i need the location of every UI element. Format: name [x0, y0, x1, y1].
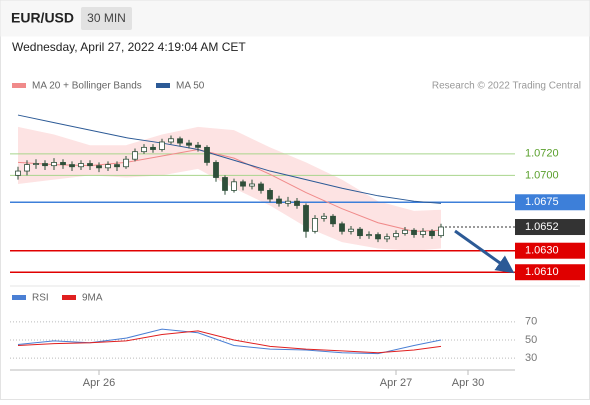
y-tick-label: 30 [525, 352, 537, 364]
forecast-arrow [454, 229, 515, 274]
candle-body [114, 164, 120, 168]
candle-body [366, 234, 372, 237]
level-box [515, 242, 585, 259]
legend-swatch [12, 295, 26, 300]
candle-body [339, 223, 345, 232]
candle-body [231, 181, 237, 191]
candle-body [177, 138, 183, 144]
candle-body [285, 200, 291, 204]
candle-body [168, 138, 174, 143]
candle-body [132, 151, 138, 160]
level-label: 1.0630 [525, 245, 559, 257]
candle-body [384, 236, 390, 240]
candle-body [213, 162, 219, 178]
level-box [515, 264, 585, 281]
x-tick-label: Apr 27 [380, 377, 412, 389]
candle-body [240, 181, 246, 187]
candle-body [33, 163, 39, 165]
level-label: 1.0675 [525, 196, 559, 208]
level-label: 1.0700 [525, 169, 559, 181]
series-line [17, 330, 442, 354]
candle-body [402, 229, 408, 234]
candle-body [204, 146, 210, 163]
candle-body [276, 198, 282, 204]
candle-body [267, 190, 273, 200]
candle-body [411, 229, 417, 235]
y-tick-label: 70 [525, 316, 537, 328]
timestamp: Wednesday, April 27, 2022 4:19:04 AM CET [12, 40, 246, 54]
candle-body [348, 228, 354, 232]
legend-label: MA 50 [176, 81, 205, 92]
legend-swatch [62, 295, 76, 300]
level-box [515, 194, 585, 211]
candle-body [159, 141, 165, 150]
candle-body [321, 215, 327, 219]
candle-body [96, 165, 102, 169]
candle-body [15, 170, 21, 176]
candle-body [60, 162, 66, 165]
candle-body [330, 215, 336, 225]
candle-body [150, 146, 156, 150]
candle-body [105, 164, 111, 169]
candle-body [375, 234, 381, 240]
legend-label: MA 20 + Bollinger Bands [32, 81, 142, 92]
candle-body [51, 162, 57, 167]
legend-label: RSI [32, 293, 49, 304]
candle-body [78, 163, 84, 168]
candle-body [312, 218, 318, 232]
level-label: 1.0652 [525, 221, 559, 233]
candle-body [141, 146, 147, 153]
candle-body [123, 158, 129, 168]
candle-body [258, 183, 264, 191]
symbol: EUR/USD [11, 10, 74, 26]
interval-badge [81, 7, 132, 30]
x-tick-label: Apr 26 [83, 377, 115, 389]
legend-swatch [156, 83, 170, 88]
candle-body [24, 164, 30, 172]
candle-body [303, 205, 309, 232]
x-tick-label: Apr 30 [452, 377, 484, 389]
credit: Research © 2022 Trading Central [432, 81, 581, 92]
legend-swatch [12, 83, 26, 88]
candle-body [195, 144, 201, 148]
candle-body [438, 226, 444, 237]
candle-body [87, 163, 93, 167]
level-box [515, 219, 585, 236]
candle-body [429, 230, 435, 237]
candle-body [393, 233, 399, 238]
candle-body [420, 230, 426, 235]
candle-body [294, 200, 300, 206]
level-label: 1.0720 [525, 148, 559, 160]
series-line [17, 114, 442, 204]
interval: 30 MIN [87, 11, 126, 25]
candle-body [186, 142, 192, 146]
candle-body [357, 228, 363, 237]
candle-body [69, 164, 75, 168]
candle-body [222, 177, 228, 191]
y-tick-label: 50 [525, 334, 537, 346]
candle-body [249, 183, 255, 187]
legend-label: 9MA [82, 293, 103, 304]
candle-body [42, 163, 48, 167]
level-label: 1.0610 [525, 266, 559, 278]
